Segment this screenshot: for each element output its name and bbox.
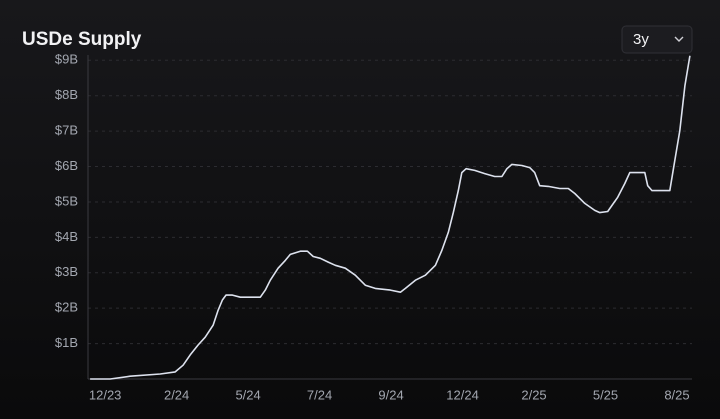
dropdown-value[interactable]: 3y (633, 31, 649, 48)
x-tick-label: 12/23 (89, 387, 122, 402)
y-tick-label: $8B (55, 87, 78, 102)
y-tick-label: $6B (55, 158, 78, 173)
supply-line (90, 55, 691, 380)
chart-title: USDe Supply (22, 29, 142, 50)
y-tick-label: $4B (55, 229, 78, 244)
y-tick-label: $2B (55, 300, 78, 315)
dropdown-box[interactable] (621, 25, 693, 54)
y-tick-label: $5B (55, 193, 78, 208)
x-tick-label: 7/24 (307, 387, 332, 402)
y-tick-label: $7B (55, 123, 78, 138)
y-tick-label: $3B (55, 264, 78, 279)
dropdown-chevron[interactable] (674, 36, 684, 42)
y-tick-label: $1B (55, 335, 78, 350)
x-tick-label: 12/24 (446, 387, 479, 402)
x-tick-label: 5/25 (593, 387, 618, 402)
x-tick-label: 8/25 (664, 387, 689, 402)
x-tick-label: 9/24 (378, 387, 403, 402)
range-dropdown[interactable]: 3y (621, 25, 693, 54)
x-tick-label: 2/25 (521, 387, 546, 402)
x-tick-label: 2/24 (164, 387, 189, 402)
y-tick-label: $9B (55, 52, 78, 67)
x-tick-label: 5/24 (235, 387, 260, 402)
